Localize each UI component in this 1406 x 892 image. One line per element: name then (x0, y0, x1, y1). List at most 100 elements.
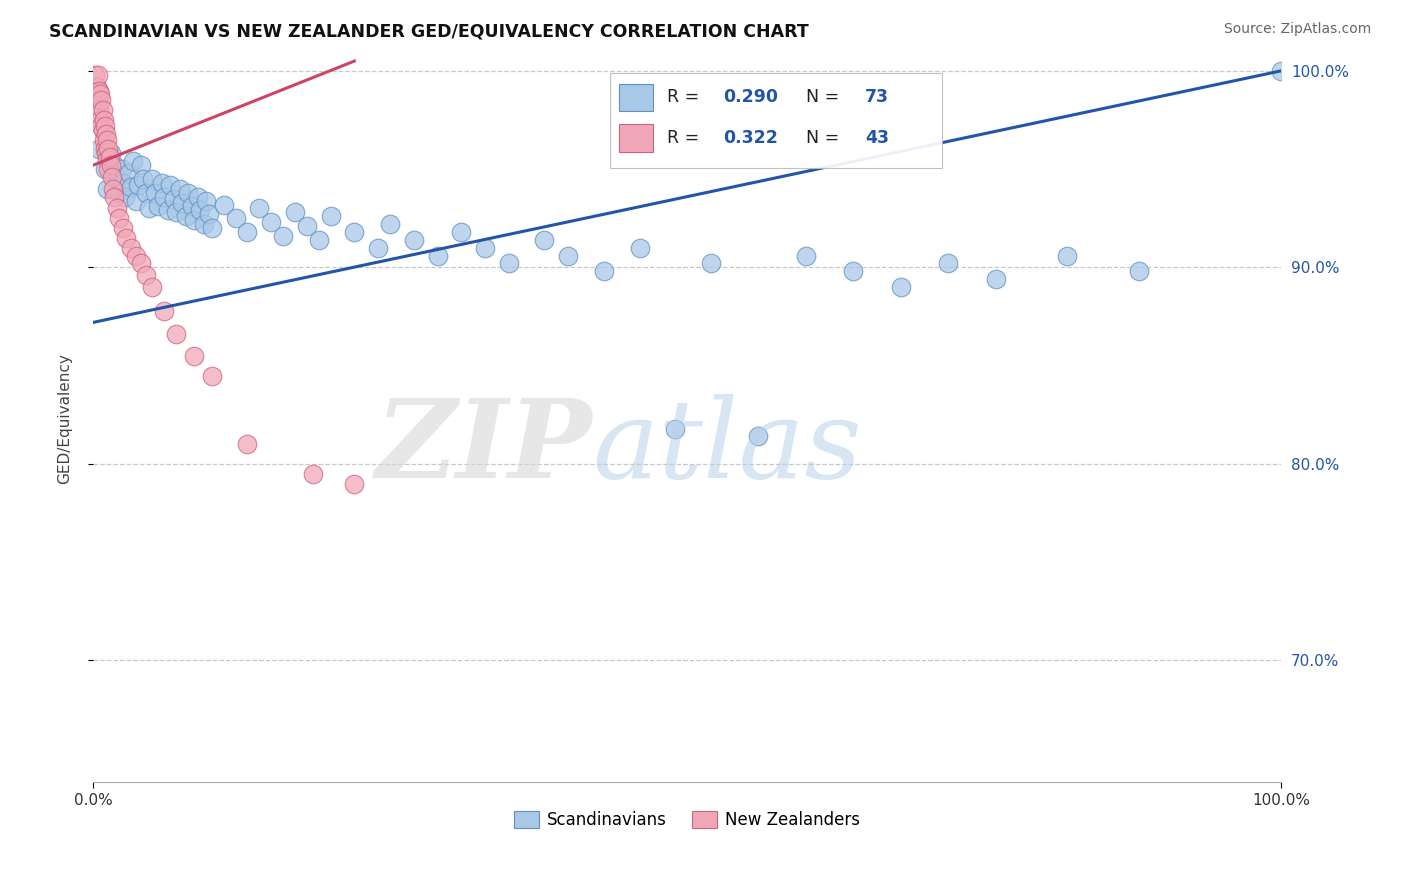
Text: 0.322: 0.322 (723, 129, 778, 147)
Point (87, 93, 110, 107)
Point (94, 162, 117, 177)
Point (183, 349, 205, 363)
Point (236, 225, 259, 239)
Point (198, 207, 221, 221)
Point (498, 256, 520, 270)
Point (110, 162, 132, 177)
Point (141, 280, 163, 294)
Bar (619, 84, 652, 112)
Point (890, 280, 912, 294)
Point (138, 202, 160, 216)
Point (111, 221, 134, 235)
Point (187, 189, 209, 203)
Point (450, 225, 472, 239)
Text: SCANDINAVIAN VS NEW ZEALANDER GED/EQUIVALENCY CORRELATION CHART: SCANDINAVIAN VS NEW ZEALANDER GED/EQUIVA… (49, 22, 808, 40)
Point (86, 79, 108, 94)
Point (165, 327, 187, 342)
Point (153, 303, 176, 318)
Y-axis label: GED/Equivalency: GED/Equivalency (58, 353, 72, 484)
Point (343, 476, 366, 491)
Point (84, 68, 107, 82)
Point (132, 172, 155, 186)
Point (135, 186, 157, 200)
Point (180, 199, 202, 213)
Point (108, 186, 131, 200)
Point (89, 113, 111, 128)
Point (201, 368, 224, 383)
Point (426, 249, 449, 263)
Point (127, 178, 149, 192)
Point (593, 264, 616, 278)
Point (402, 233, 425, 247)
Point (169, 182, 191, 196)
Point (163, 192, 186, 206)
Point (114, 189, 136, 203)
Point (105, 172, 128, 186)
Point (125, 249, 148, 263)
Point (87, 83, 110, 97)
Point (105, 202, 128, 216)
Point (628, 241, 651, 255)
Point (150, 176, 173, 190)
Text: N =: N = (806, 129, 839, 147)
Bar (619, 124, 652, 152)
Point (141, 172, 163, 186)
FancyBboxPatch shape (610, 73, 942, 168)
Text: Source: ZipAtlas.com: Source: ZipAtlas.com (1223, 22, 1371, 37)
Point (91, 103, 114, 118)
Point (94, 146, 117, 161)
Point (129, 256, 152, 270)
Point (90, 119, 112, 133)
Point (664, 421, 686, 435)
Point (93, 133, 115, 147)
Point (100, 146, 122, 161)
Point (87, 103, 110, 118)
Point (101, 169, 124, 184)
Text: R =: R = (666, 88, 699, 106)
Point (97, 162, 120, 177)
Point (284, 205, 307, 219)
Text: atlas: atlas (592, 394, 862, 501)
Point (135, 268, 157, 283)
Point (188, 203, 211, 218)
Point (295, 219, 318, 234)
Point (100, 158, 122, 172)
Point (96, 182, 118, 196)
Point (308, 233, 330, 247)
Point (319, 209, 342, 223)
Point (98, 150, 121, 164)
Point (533, 233, 555, 247)
Point (89, 87, 111, 102)
Point (271, 229, 294, 244)
Point (938, 256, 960, 270)
Point (129, 158, 152, 172)
Point (794, 249, 817, 263)
Point (301, 467, 323, 481)
Point (174, 209, 197, 223)
Point (120, 241, 142, 255)
Point (842, 264, 865, 278)
Point (103, 158, 125, 172)
Point (97, 143, 120, 157)
Point (1270, 63, 1292, 78)
Point (700, 256, 723, 270)
Point (118, 166, 141, 180)
Point (474, 241, 496, 255)
Text: 73: 73 (865, 88, 889, 106)
Point (115, 231, 138, 245)
Point (148, 199, 170, 213)
Point (111, 176, 134, 190)
Point (236, 437, 259, 451)
Point (90, 93, 112, 107)
Point (125, 194, 148, 208)
Point (212, 197, 235, 211)
Point (159, 178, 181, 192)
Point (557, 249, 579, 263)
Point (91, 123, 114, 137)
Point (108, 211, 131, 226)
Point (94, 119, 117, 133)
Point (177, 186, 200, 200)
Point (153, 189, 176, 203)
Point (120, 179, 142, 194)
Text: ZIP: ZIP (375, 394, 592, 501)
